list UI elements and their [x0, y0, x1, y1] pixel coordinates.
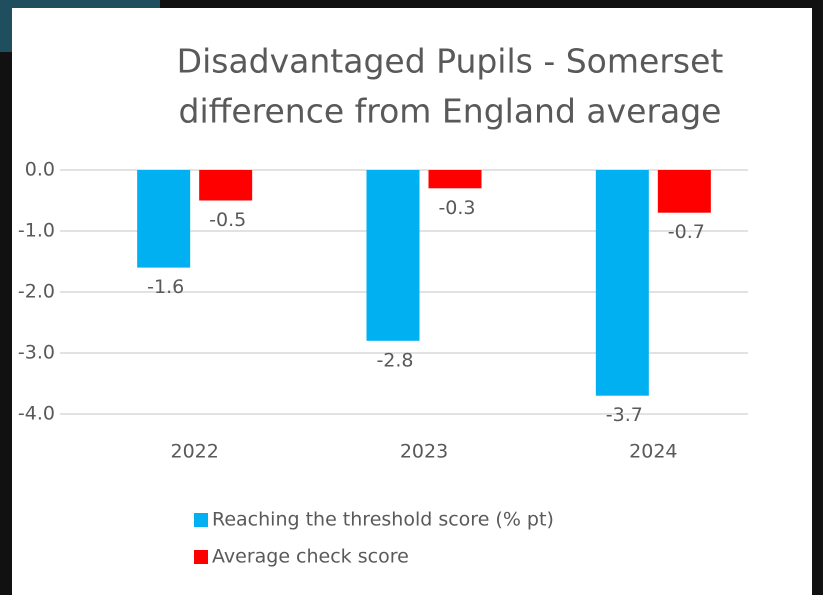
chart-title: Disadvantaged Pupils - Somerset — [177, 42, 724, 81]
bar — [657, 170, 711, 213]
data-label: -0.7 — [668, 221, 705, 243]
x-tick-label: 2022 — [170, 441, 218, 463]
bar — [199, 170, 253, 201]
data-label: -0.5 — [209, 209, 246, 231]
bar — [428, 170, 482, 189]
bar — [137, 170, 191, 268]
y-tick-label: 0.0 — [25, 159, 55, 181]
y-tick-label: -1.0 — [18, 220, 55, 242]
data-label: -1.6 — [147, 276, 184, 298]
bar — [595, 170, 649, 396]
chart-title: difference from England average — [179, 92, 722, 131]
y-tick-label: -4.0 — [18, 403, 55, 425]
bar — [366, 170, 420, 341]
legend-label: Average check score — [212, 546, 409, 568]
legend-swatch — [194, 550, 208, 564]
legend-label: Reaching the threshold score (% pt) — [212, 509, 554, 531]
y-tick-label: -3.0 — [18, 342, 55, 364]
x-tick-label: 2023 — [400, 441, 448, 463]
y-tick-label: -2.0 — [18, 281, 55, 303]
x-tick-label: 2024 — [629, 441, 677, 463]
data-label: -3.7 — [606, 404, 643, 426]
legend-swatch — [194, 513, 208, 527]
data-label: -2.8 — [376, 349, 413, 371]
data-label: -0.3 — [438, 197, 475, 219]
